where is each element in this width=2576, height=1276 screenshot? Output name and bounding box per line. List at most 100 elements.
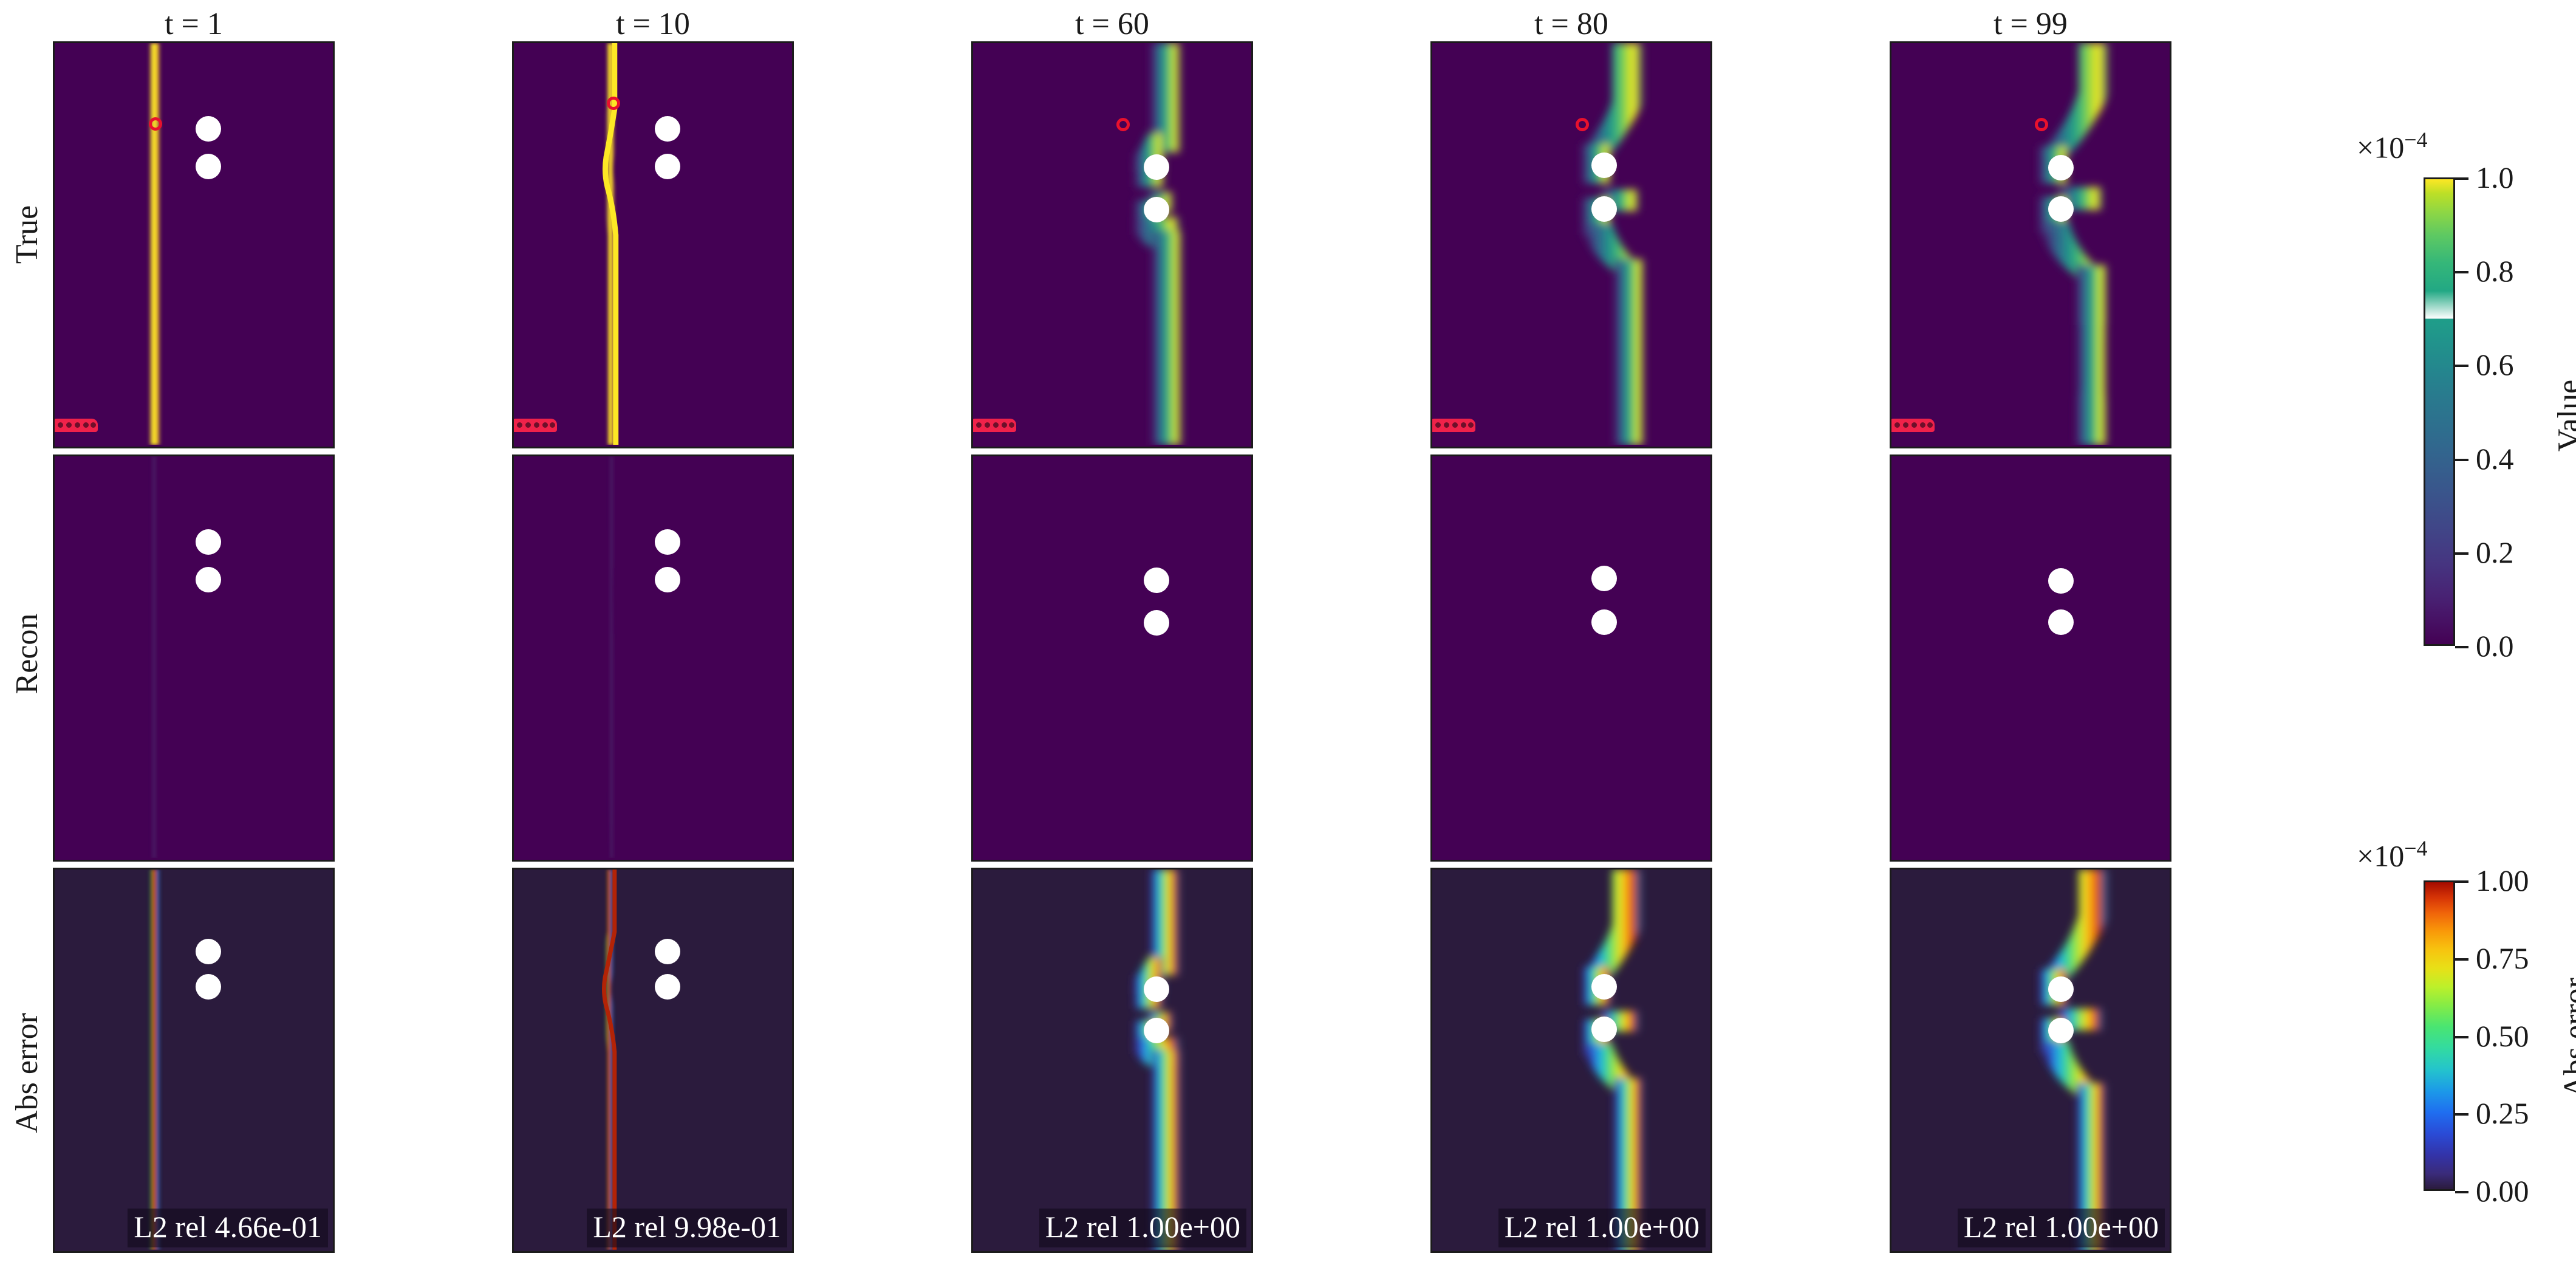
row-label-recon: Recon [10,613,44,695]
colorbar-tick-label: 0.00 [2476,1174,2529,1208]
panel-true-t99 [1890,41,2171,448]
column-title-t60: t = 60 [1075,7,1149,41]
obstacle-lower [2048,1018,2074,1043]
sensor-dot [1912,422,1917,428]
colorbar-tick-label: 0.2 [2476,535,2514,569]
obstacle-lower [196,154,221,179]
source-marker [1576,118,1589,131]
sensor-dot [1468,422,1474,428]
column-title-t10: t = 10 [616,7,690,41]
colorbar-tick [2455,1113,2468,1116]
wavefield-true-t1 [147,43,162,445]
colorbar-value-offset-exponent: −4 [2404,128,2428,152]
panel-recon-t99 [1890,454,2171,862]
colorbar-tick [2455,552,2468,555]
source-marker [1116,118,1130,131]
sensor-dot [83,422,89,428]
panel-recon-t1 [53,454,335,862]
wavefield-recon-t80 [1432,456,1710,858]
wavefield-recon-t10 [604,456,619,859]
sensor-dot [525,422,531,428]
colorbar-abs-error[interactable] [2424,880,2455,1191]
wavefield-recon-t1 [150,456,158,859]
colorbar-tick [2455,958,2468,961]
colorbar-abs-error-ticks: 1.00 0.75 0.50 0.25 0.00 [2455,865,2576,1206]
sensor-dot [550,422,555,428]
sensor-dot [66,422,72,428]
wavefield-recon-t60 [973,456,1251,858]
panel-true-t10 [512,41,794,448]
colorbar-tick-label: 0.6 [2476,348,2514,382]
colorbar-tick [2455,646,2468,648]
obstacle-upper [655,939,680,964]
obstacle-lower [655,974,680,1000]
panel-recon-t10 [512,454,794,862]
colorbar-value-ticks: 1.0 0.8 0.6 0.4 0.2 0.0 [2455,162,2576,661]
sensor-dot [1903,422,1908,428]
wavefield-recon-t99 [1891,456,2170,858]
obstacle-lower [655,567,680,592]
column-title-t1: t = 1 [165,7,223,41]
errorfield-abs-t99 [2037,870,2110,1250]
sensor-dot [1920,422,1925,428]
sensor-dot [1009,422,1014,428]
sensor-array [514,419,557,432]
obstacle-upper [2048,568,2074,594]
panel-abs-error-t80: L2 rel 1.00e+00 [1430,868,1712,1253]
colorbar-tick-label: 0.4 [2476,442,2514,476]
panel-true-t60 [971,41,1253,448]
colorbar-value[interactable] [2424,177,2455,646]
sensor-dot [517,422,522,428]
colorbar-tick [2455,880,2468,883]
colorbar-abs-error-offset-mantissa: ×10 [2357,839,2405,873]
panel-abs-error-t1: L2 rel 4.66e-01 [53,868,335,1253]
colorbar-tick-label: 0.75 [2476,941,2529,975]
obstacle-upper [1591,153,1617,178]
obstacle-lower [1144,1018,1169,1043]
l2-rel-badge: L2 rel 4.66e-01 [128,1209,328,1247]
sensor-dot [1927,422,1933,428]
obstacle-lower [2048,196,2074,222]
obstacle-lower [196,974,221,1000]
l2-rel-badge: L2 rel 1.00e+00 [1957,1209,2165,1247]
sensor-dot [75,422,80,428]
colorbar-abs-error-offset-exponent: −4 [2404,836,2428,860]
sensor-dot [1461,422,1466,428]
sensor-dot [58,422,63,428]
colorbar-value-offset-mantissa: ×10 [2357,130,2405,165]
sensor-dot [985,422,990,428]
sensor-dot [542,422,548,428]
wavefield-true-t60 [1132,43,1183,445]
obstacle-upper [196,116,221,142]
obstacle-upper [196,939,221,964]
errorfield-abs-t1 [148,870,162,1250]
obstacle-upper [2048,976,2074,1002]
panel-true-t1 [53,41,335,448]
obstacle-lower [1591,196,1617,222]
sensor-dot [993,422,999,428]
l2-rel-badge: L2 rel 1.00e+00 [1039,1209,1246,1247]
panel-recon-t60 [971,454,1253,862]
panel-abs-error-t60: L2 rel 1.00e+00 [971,868,1253,1253]
source-marker [607,97,620,110]
panel-recon-t80 [1430,454,1712,862]
obstacle-lower [196,567,221,592]
colorbar-tick-label: 0.50 [2476,1019,2529,1053]
sensor-array [1432,419,1475,432]
errorfield-abs-t80 [1580,870,1644,1250]
colorbar-tick-label: 1.0 [2476,160,2514,194]
obstacle-upper [1591,566,1617,591]
errorfield-abs-t60 [1132,870,1181,1250]
obstacle-upper [1591,974,1617,1000]
colorbar-tick-label: 1.00 [2476,863,2529,897]
sensor-array [973,419,1016,432]
colorbar-tick [2455,1036,2468,1038]
sensor-dot [534,422,539,428]
column-title-t99: t = 99 [1993,7,2068,41]
sensor-array [1891,419,1935,432]
obstacle-upper [655,116,680,142]
obstacle-upper [2048,155,2074,180]
colorbar-tick [2455,1191,2468,1193]
colorbar-abs-error-axis-label: Abs error [2558,978,2576,1098]
obstacle-upper [655,529,680,555]
